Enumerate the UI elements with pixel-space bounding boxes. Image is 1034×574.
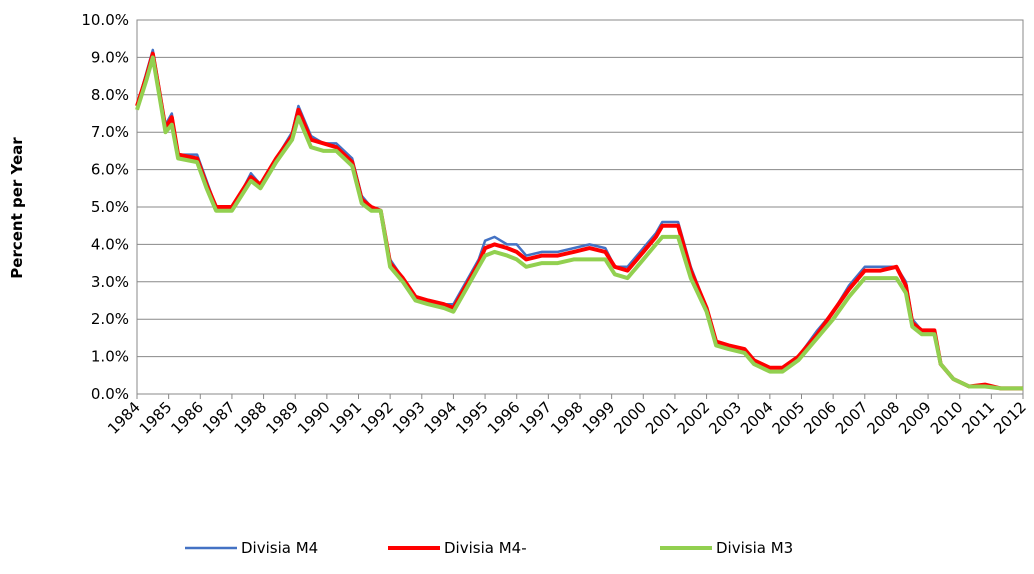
legend-label: Divisia M4 (241, 539, 318, 557)
y-axis-label: Percent per Year (8, 137, 26, 279)
x-tick-label: 1994 (421, 398, 461, 438)
y-tick-label: 0.0% (91, 385, 129, 403)
x-tick-label: 2004 (737, 398, 777, 438)
y-tick-label: 3.0% (91, 273, 129, 291)
y-tick-label: 2.0% (91, 310, 129, 328)
x-tick-label: 2001 (642, 398, 682, 438)
x-tick-label: 2000 (610, 398, 650, 438)
legend-label: Divisia M4- (444, 539, 527, 557)
x-tick-label: 1995 (452, 398, 492, 438)
line-series (135, 48, 1023, 390)
x-tick-label: 1989 (262, 398, 302, 438)
x-tick-label: 2012 (990, 398, 1030, 438)
y-tick-label: 5.0% (91, 198, 129, 216)
x-tick-label: 1993 (389, 398, 429, 438)
y-tick-label: 9.0% (91, 48, 129, 66)
x-tick-label: 2007 (832, 398, 872, 438)
y-tick-label: 1.0% (91, 348, 129, 366)
y-tick-label: 7.0% (91, 123, 129, 141)
x-tick-label: 1986 (167, 398, 207, 438)
line-series (135, 51, 1023, 391)
x-tick-label: 2011 (958, 398, 998, 438)
y-tick-label: 8.0% (91, 86, 129, 104)
x-tick-label: 2006 (800, 398, 840, 438)
line-series (135, 55, 1023, 391)
x-tick-label: 2003 (705, 398, 745, 438)
x-tick-label: 2010 (927, 398, 967, 438)
x-tick-label: 2002 (674, 398, 714, 438)
x-tick-label: 1998 (547, 398, 587, 438)
x-tick-label: 1997 (515, 398, 555, 438)
x-tick-label: 2008 (864, 398, 904, 438)
x-tick-label: 1996 (484, 398, 524, 438)
y-tick-label: 10.0% (81, 11, 129, 29)
x-tick-label: 1990 (294, 398, 334, 438)
x-tick-label: 1991 (326, 398, 366, 438)
x-tick-label: 2009 (895, 398, 935, 438)
y-tick-label: 4.0% (91, 235, 129, 253)
x-tick-label: 1987 (199, 398, 239, 438)
x-tick-label: 1999 (579, 398, 619, 438)
x-tick-label: 2005 (769, 398, 809, 438)
y-tick-label: 6.0% (91, 161, 129, 179)
legend-label: Divisia M3 (716, 539, 793, 557)
x-tick-label: 1992 (357, 398, 397, 438)
x-tick-label: 1985 (136, 398, 176, 438)
x-tick-label: 1984 (104, 398, 144, 438)
x-tick-label: 1988 (231, 398, 271, 438)
